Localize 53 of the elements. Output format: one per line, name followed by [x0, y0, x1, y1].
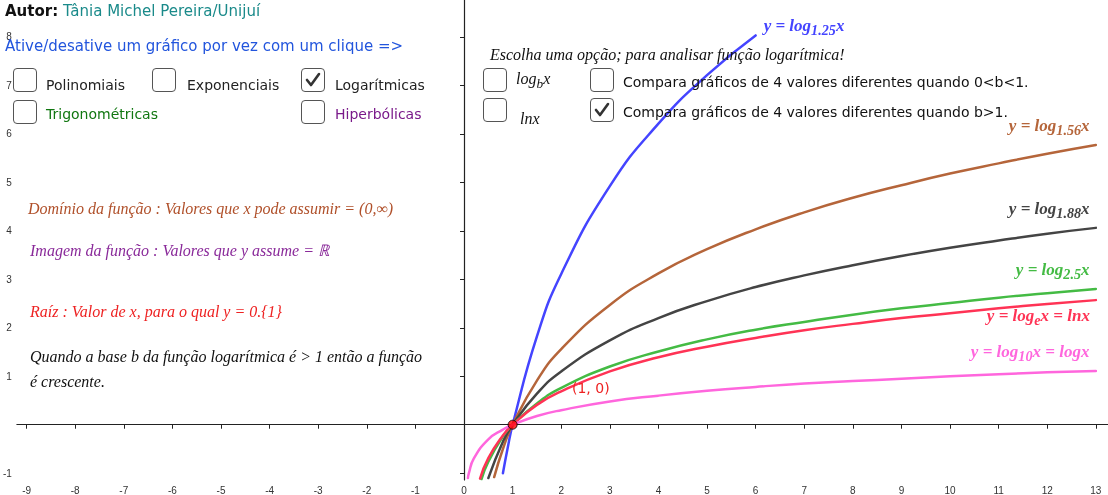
- annotation: lnx: [520, 110, 540, 128]
- annotation: Trigonométricas: [46, 106, 158, 122]
- series-label: y = log$_{e}$x = lnx: [986, 306, 1090, 330]
- y-tick-label: -1: [2, 467, 13, 479]
- line-series: [487, 226, 1098, 480]
- series-label: y = log$_{2.5}$x: [1015, 259, 1090, 284]
- x-tick-label: -7: [119, 484, 129, 495]
- series-label: y = log$_{10}$x = logx: [970, 341, 1090, 366]
- annotation: Quando a base b da função logarítmica é > 1 então a função é crescente.: [30, 347, 424, 392]
- y-tick-label: 6: [6, 128, 13, 140]
- x-tick-label: 12: [1041, 484, 1054, 495]
- x-tick-label: -8: [70, 484, 81, 495]
- line-series: [466, 369, 1098, 480]
- annotation: Hiperbólicas: [335, 106, 422, 122]
- x-tick-label: 5: [704, 484, 711, 495]
- x-tick-label: 13: [1090, 484, 1102, 495]
- line-series: [492, 143, 1098, 479]
- chart-title: Autor: Tânia Michel Pereira/Unijuí: [5, 2, 261, 20]
- x-tick-label: -3: [313, 484, 324, 495]
- annotation: log$_{b}$x: [516, 70, 551, 93]
- x-tick-label: -4: [265, 484, 275, 495]
- annotation: Logarítmicas: [335, 77, 425, 93]
- x-tick-label: -2: [362, 484, 372, 495]
- x-tick-label: 6: [752, 484, 759, 495]
- annotation: Exponenciais: [187, 77, 280, 93]
- x-tick-label: -9: [22, 484, 32, 495]
- annotation: Imagem da função : Valores que y assume = ℝ: [30, 241, 329, 261]
- x-tick-label: 10: [944, 484, 957, 495]
- y-tick-label: 2: [6, 322, 13, 334]
- y-tick-label: 4: [6, 225, 13, 237]
- annotation: Raíz : Valor de x, para o qual y = 0.{1}: [30, 303, 283, 321]
- series-label: y = log$_{1.56}$x: [1008, 115, 1090, 140]
- y-tick-label: 3: [6, 273, 13, 285]
- x-tick-label: 9: [898, 484, 905, 495]
- x-tick-label: -5: [216, 484, 226, 495]
- x-tick-label: -6: [167, 484, 178, 495]
- x-tick-label: 7: [801, 484, 808, 495]
- x-tick-label: 2: [558, 484, 565, 495]
- y-tick-label: 1: [6, 370, 13, 382]
- annotation: Polinomiais: [46, 77, 126, 93]
- x-tick-label: 8: [850, 484, 857, 495]
- x-tick-label: 11: [993, 484, 1005, 495]
- series-label: y = log$_{1.25}$x: [763, 16, 845, 40]
- annotation: Domínio da função : Valores que x pode assumir = (0,∞): [28, 200, 394, 218]
- y-tick-label: 5: [6, 176, 13, 188]
- y-tick-label: 7: [6, 79, 13, 91]
- annotation: (1, 0): [572, 380, 610, 396]
- series-label: y = log$_{1.88}$x: [1008, 198, 1090, 223]
- x-tick-label: 3: [607, 484, 614, 495]
- x-tick-label: 1: [509, 484, 516, 495]
- x-tick-label: -1: [410, 484, 421, 495]
- x-tick-label: 4: [655, 484, 662, 495]
- x-tick-label: 0: [461, 484, 468, 495]
